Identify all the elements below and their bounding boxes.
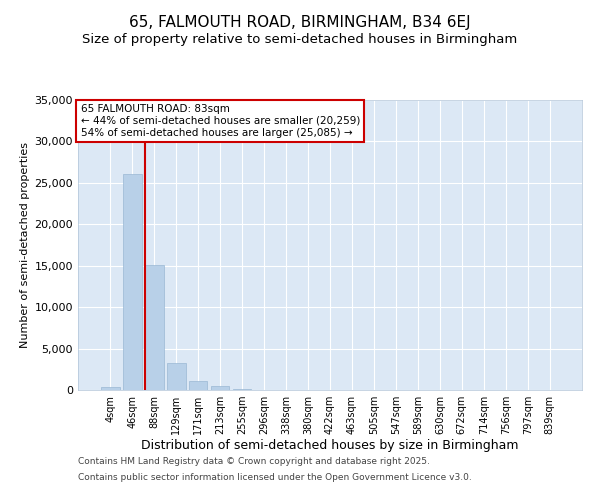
X-axis label: Distribution of semi-detached houses by size in Birmingham: Distribution of semi-detached houses by … bbox=[141, 438, 519, 452]
Text: Size of property relative to semi-detached houses in Birmingham: Size of property relative to semi-detach… bbox=[82, 32, 518, 46]
Y-axis label: Number of semi-detached properties: Number of semi-detached properties bbox=[20, 142, 31, 348]
Text: Contains public sector information licensed under the Open Government Licence v3: Contains public sector information licen… bbox=[78, 472, 472, 482]
Text: 65, FALMOUTH ROAD, BIRMINGHAM, B34 6EJ: 65, FALMOUTH ROAD, BIRMINGHAM, B34 6EJ bbox=[129, 15, 471, 30]
Bar bbox=[145, 265, 164, 390]
Bar bbox=[189, 382, 208, 390]
Bar bbox=[211, 386, 229, 390]
Bar bbox=[123, 174, 142, 390]
Bar bbox=[167, 362, 185, 390]
Text: Contains HM Land Registry data © Crown copyright and database right 2025.: Contains HM Land Registry data © Crown c… bbox=[78, 458, 430, 466]
Text: 65 FALMOUTH ROAD: 83sqm
← 44% of semi-detached houses are smaller (20,259)
54% o: 65 FALMOUTH ROAD: 83sqm ← 44% of semi-de… bbox=[80, 104, 360, 138]
Bar bbox=[233, 389, 251, 390]
Bar bbox=[101, 386, 119, 390]
